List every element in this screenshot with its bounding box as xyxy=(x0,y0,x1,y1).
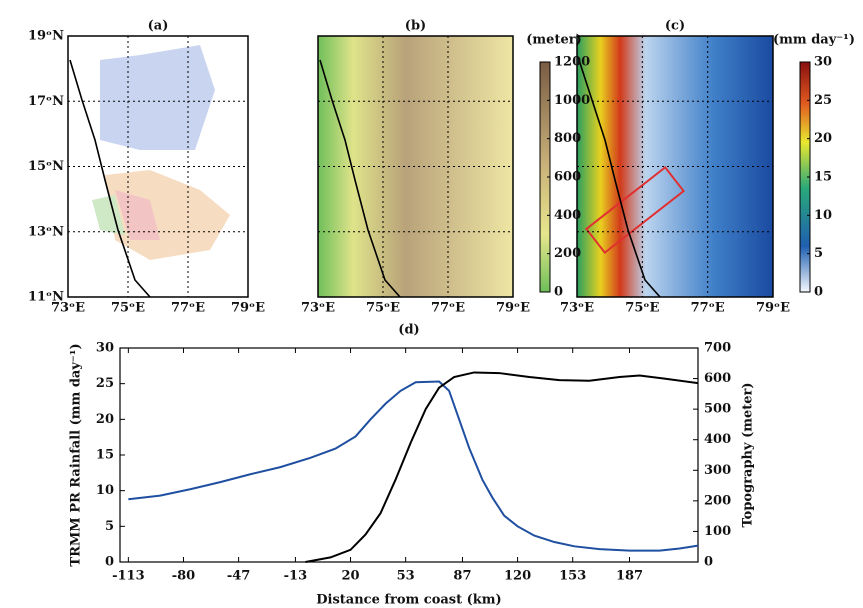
panel-label: (a) xyxy=(148,19,169,34)
colorbar-tick-label: 0 xyxy=(554,285,563,300)
lon-label: 77ᵒE xyxy=(691,301,725,316)
colorbar-tick-label: 400 xyxy=(554,208,581,223)
lat-label: 13ᵒN xyxy=(28,224,64,239)
panel-label: (c) xyxy=(665,19,685,34)
y-tick-label: 0 xyxy=(105,555,114,570)
colorbar-tick-label: 1000 xyxy=(554,93,590,108)
x-tick-label: 120 xyxy=(504,569,531,584)
colorbar-unit: (meter) xyxy=(526,33,581,48)
lon-label: 73ᵒE xyxy=(51,301,85,316)
x-tick-label: 87 xyxy=(453,569,471,584)
lon-label: 79ᵒE xyxy=(231,301,265,316)
y2-tick-label: 300 xyxy=(704,463,731,478)
colorbar-tick-label: 200 xyxy=(554,246,581,261)
coastlines xyxy=(69,59,661,298)
y2-tick-label: 0 xyxy=(704,555,713,570)
data-line xyxy=(305,371,699,563)
y2-tick-label: 400 xyxy=(704,432,731,447)
x-tick-label: -13 xyxy=(284,569,308,584)
colorbar-tick-label: 0 xyxy=(814,285,823,300)
lon-label: 75ᵒE xyxy=(111,301,145,316)
colorbar-tick-label: 10 xyxy=(814,208,832,223)
panel-label: (b) xyxy=(405,19,426,34)
y2-axis-label: Topography (meter) xyxy=(741,382,756,527)
colorbar-tick-label: 25 xyxy=(814,93,832,108)
lon-label: 77ᵒE xyxy=(171,301,205,316)
lon-label: 73ᵒE xyxy=(560,301,594,316)
data-line xyxy=(128,380,699,552)
lon-label: 75ᵒE xyxy=(625,301,659,316)
x-axis-label: Distance from coast (km) xyxy=(316,593,501,608)
lat-label: 19ᵒN xyxy=(28,29,64,44)
chart-title: (d) xyxy=(398,323,419,338)
y2-tick-label: 600 xyxy=(704,371,731,386)
lat-label: 15ᵒN xyxy=(28,159,64,174)
colorbar-tick-label: 1200 xyxy=(554,55,590,70)
plot-frame xyxy=(119,347,699,563)
map-c-decoration xyxy=(577,36,773,297)
x-tick-label: 187 xyxy=(616,569,643,584)
map-b-decoration xyxy=(318,36,513,297)
x-tick-label: -47 xyxy=(227,569,251,584)
colorbar-tick-label: 600 xyxy=(554,170,581,185)
map-frame xyxy=(67,35,249,298)
x-tick-label: -80 xyxy=(172,569,196,584)
y-tick-label: 25 xyxy=(96,376,114,391)
x-tick-label: 20 xyxy=(341,569,359,584)
colorbar-tick-label: 5 xyxy=(814,246,823,261)
lon-label: 73ᵒE xyxy=(301,301,335,316)
y-tick-label: 30 xyxy=(96,341,114,356)
y-tick-label: 5 xyxy=(105,519,114,534)
map-frame xyxy=(317,35,514,298)
colorbar-unit: (mm day⁻¹) xyxy=(773,33,855,48)
map-frame xyxy=(576,35,774,298)
y2-tick-label: 500 xyxy=(704,402,731,417)
lon-label: 79ᵒE xyxy=(756,301,790,316)
lon-label: 75ᵒE xyxy=(366,301,400,316)
lon-label: 77ᵒE xyxy=(431,301,465,316)
y2-tick-label: 200 xyxy=(704,493,731,508)
y-tick-label: 15 xyxy=(96,448,114,463)
colorbar-tick-label: 30 xyxy=(814,55,832,70)
colorbar-tick-label: 15 xyxy=(814,170,832,185)
lat-label: 11ᵒN xyxy=(28,290,64,305)
y-tick-label: 20 xyxy=(96,412,114,427)
y2-tick-label: 700 xyxy=(704,341,731,356)
lon-label: 79ᵒE xyxy=(496,301,530,316)
y2-tick-label: 100 xyxy=(704,524,731,539)
colorbar-tick-label: 20 xyxy=(814,131,832,146)
lat-label: 17ᵒN xyxy=(28,94,64,109)
colorbar-tick-label: 800 xyxy=(554,131,581,146)
y-tick-label: 10 xyxy=(96,483,114,498)
y-axis-label: TRMM PR Rainfall (mm day⁻¹) xyxy=(69,343,84,566)
x-tick-label: 153 xyxy=(559,569,586,584)
x-tick-label: -113 xyxy=(112,569,145,584)
x-tick-label: 53 xyxy=(397,569,415,584)
